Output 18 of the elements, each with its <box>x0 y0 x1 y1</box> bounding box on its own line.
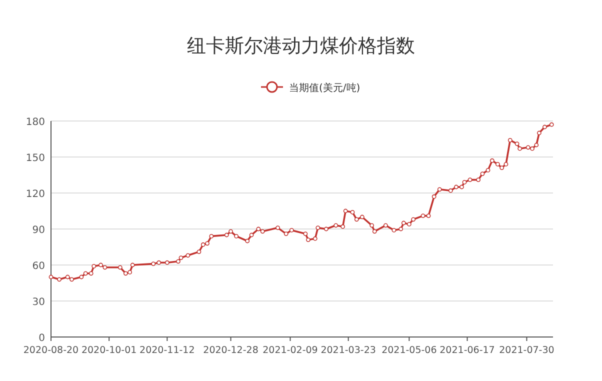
x-tick-label: 2020-11-12 <box>140 345 195 356</box>
x-tick-label: 2021-02-09 <box>262 345 318 356</box>
x-tick-label: 2020-08-20 <box>23 345 79 356</box>
x-tick-label: 2021-05-06 <box>382 345 437 356</box>
y-tick-label: 90 <box>32 225 45 236</box>
y-tick-label: 60 <box>32 261 45 272</box>
x-tick-label: 2021-06-17 <box>440 345 495 356</box>
x-tick-label: 2021-07-30 <box>499 345 554 356</box>
legend-label: 当期值(美元/吨) <box>289 82 360 94</box>
chart-title: 纽卡斯尔港动力煤价格指数 <box>187 35 415 57</box>
y-tick-label: 0 <box>38 333 45 344</box>
y-tick-label: 180 <box>26 117 45 128</box>
y-tick-label: 30 <box>32 297 45 308</box>
x-tick-label: 2020-10-01 <box>81 345 137 356</box>
x-tick-label: 2021-03-23 <box>320 345 376 356</box>
x-tick-label: 2020-12-28 <box>203 345 258 356</box>
y-tick-label: 120 <box>26 189 45 200</box>
y-tick-label: 150 <box>26 153 45 164</box>
